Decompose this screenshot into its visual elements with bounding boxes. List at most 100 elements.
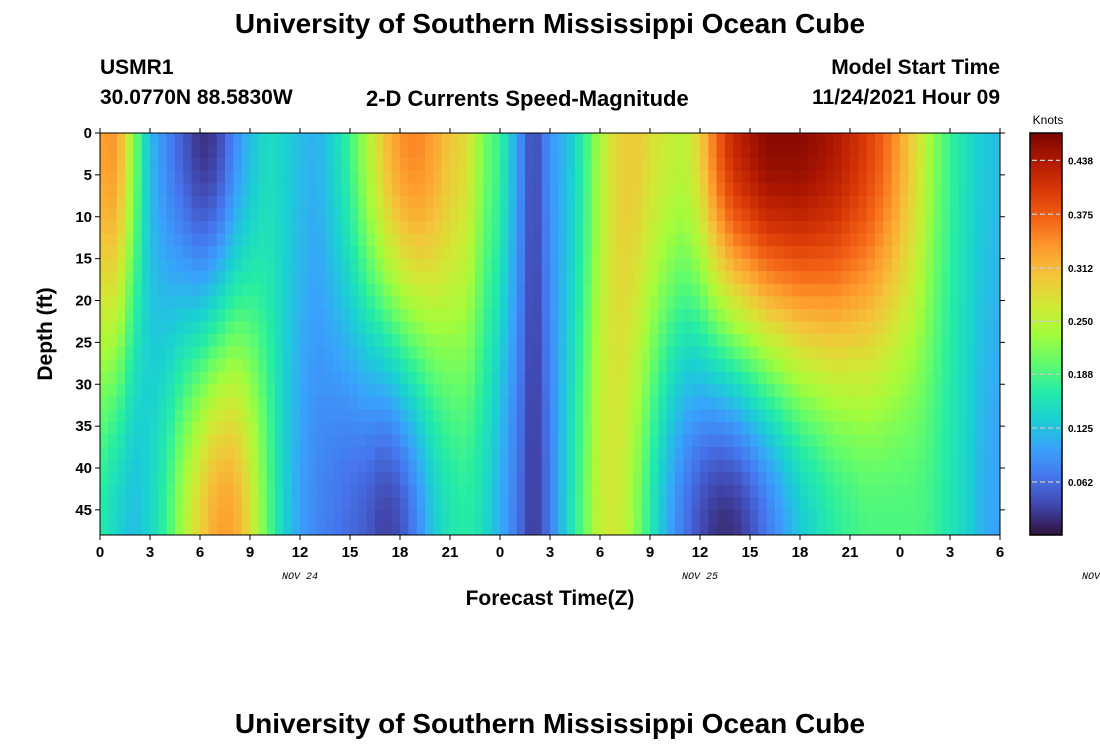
heatmap-cell bbox=[166, 233, 176, 247]
heatmap-cell bbox=[725, 459, 734, 473]
heatmap-cell bbox=[291, 371, 301, 385]
heatmap-cell bbox=[841, 133, 851, 147]
heatmap-cell bbox=[608, 208, 618, 222]
heatmap-cell bbox=[816, 246, 826, 260]
heatmap-cell bbox=[241, 509, 251, 524]
heatmap-cell bbox=[291, 472, 301, 486]
heatmap-cell bbox=[716, 497, 726, 511]
heatmap-cell bbox=[425, 283, 434, 297]
heatmap-cell bbox=[258, 497, 268, 511]
heatmap-cell bbox=[916, 359, 926, 373]
heatmap-cell bbox=[725, 346, 734, 360]
heatmap-cell bbox=[241, 258, 251, 272]
heatmap-cell bbox=[858, 359, 868, 373]
heatmap-cell bbox=[216, 434, 226, 448]
heatmap-cell bbox=[716, 258, 726, 272]
heatmap-cell bbox=[983, 246, 993, 260]
heatmap-cell bbox=[191, 321, 201, 335]
heatmap-cell bbox=[166, 421, 176, 436]
heatmap-cell bbox=[833, 434, 843, 448]
heatmap-cell bbox=[758, 346, 768, 360]
heatmap-cell bbox=[175, 409, 184, 423]
heatmap-cell bbox=[341, 346, 351, 360]
heatmap-cell bbox=[550, 334, 559, 348]
heatmap-cell bbox=[600, 359, 609, 373]
heatmap-cell bbox=[191, 183, 201, 197]
heatmap-cell bbox=[108, 158, 118, 172]
heatmap-cell bbox=[641, 509, 651, 524]
heatmap-cell bbox=[108, 170, 118, 184]
heatmap-cell bbox=[958, 497, 968, 511]
heatmap-cell bbox=[908, 334, 918, 348]
heatmap-cell bbox=[875, 283, 884, 297]
heatmap-cell bbox=[266, 421, 276, 436]
heatmap-cell bbox=[266, 283, 276, 297]
heatmap-cell bbox=[666, 158, 676, 172]
heatmap-cell bbox=[566, 484, 576, 498]
heatmap-cell bbox=[666, 421, 676, 436]
heatmap-cell bbox=[958, 384, 968, 398]
heatmap-cell bbox=[108, 522, 118, 535]
heatmap-cell bbox=[191, 133, 201, 147]
heatmap-cell bbox=[591, 195, 601, 209]
heatmap-cell bbox=[875, 195, 884, 209]
heatmap-cell bbox=[708, 509, 718, 524]
heatmap-cell bbox=[358, 421, 368, 436]
heatmap-cell bbox=[283, 522, 293, 535]
heatmap-cell bbox=[491, 421, 501, 436]
heatmap-cell bbox=[558, 447, 568, 461]
heatmap-cell bbox=[108, 434, 118, 448]
heatmap-cell bbox=[575, 271, 584, 285]
heatmap-cell bbox=[141, 522, 151, 535]
heatmap-cell bbox=[950, 208, 959, 222]
heatmap-cell bbox=[533, 308, 543, 323]
heatmap-cell bbox=[116, 371, 126, 385]
heatmap-cell bbox=[300, 283, 309, 297]
heatmap-cell bbox=[500, 334, 509, 348]
heatmap-cell bbox=[150, 183, 159, 197]
heatmap-cell bbox=[675, 321, 684, 335]
heatmap-cell bbox=[300, 421, 309, 436]
heatmap-cell bbox=[616, 434, 626, 448]
heatmap-cell bbox=[500, 220, 509, 235]
heatmap-cell bbox=[325, 145, 334, 159]
heatmap-cell bbox=[700, 170, 709, 184]
heatmap-cell bbox=[875, 321, 884, 335]
heatmap-cell bbox=[950, 497, 959, 511]
heatmap-cell bbox=[616, 484, 626, 498]
heatmap-cell bbox=[291, 271, 301, 285]
heatmap-cell bbox=[766, 133, 776, 147]
heatmap-cell bbox=[775, 384, 784, 398]
heatmap-cell bbox=[775, 447, 784, 461]
heatmap-cell bbox=[316, 334, 326, 348]
heatmap-cell bbox=[625, 308, 634, 323]
heatmap-cell bbox=[241, 371, 251, 385]
heatmap-cell bbox=[691, 158, 701, 172]
heatmap-cell bbox=[958, 434, 968, 448]
heatmap-cell bbox=[491, 447, 501, 461]
heatmap-cell bbox=[591, 371, 601, 385]
heatmap-cell bbox=[800, 447, 809, 461]
heatmap-cell bbox=[133, 447, 143, 461]
heatmap-cell bbox=[891, 283, 901, 297]
heatmap-cell bbox=[725, 484, 734, 498]
heatmap-cell bbox=[150, 158, 159, 172]
heatmap-cell bbox=[391, 321, 401, 335]
heatmap-cell bbox=[350, 233, 359, 247]
heatmap-cell bbox=[975, 459, 984, 473]
heatmap-cell bbox=[925, 283, 934, 297]
heatmap-cell bbox=[433, 472, 443, 486]
heatmap-cell bbox=[175, 271, 184, 285]
heatmap-cell bbox=[925, 321, 934, 335]
heatmap-cell bbox=[816, 271, 826, 285]
heatmap-cell bbox=[258, 195, 268, 209]
heatmap-cell bbox=[291, 522, 301, 535]
heatmap-cell bbox=[900, 497, 909, 511]
heatmap-cell bbox=[483, 183, 493, 197]
heatmap-cell bbox=[500, 258, 509, 272]
heatmap-cell bbox=[308, 170, 318, 184]
heatmap-cell bbox=[200, 321, 209, 335]
heatmap-cell bbox=[691, 447, 701, 461]
heatmap-cell bbox=[383, 409, 393, 423]
heatmap-cell bbox=[650, 497, 659, 511]
